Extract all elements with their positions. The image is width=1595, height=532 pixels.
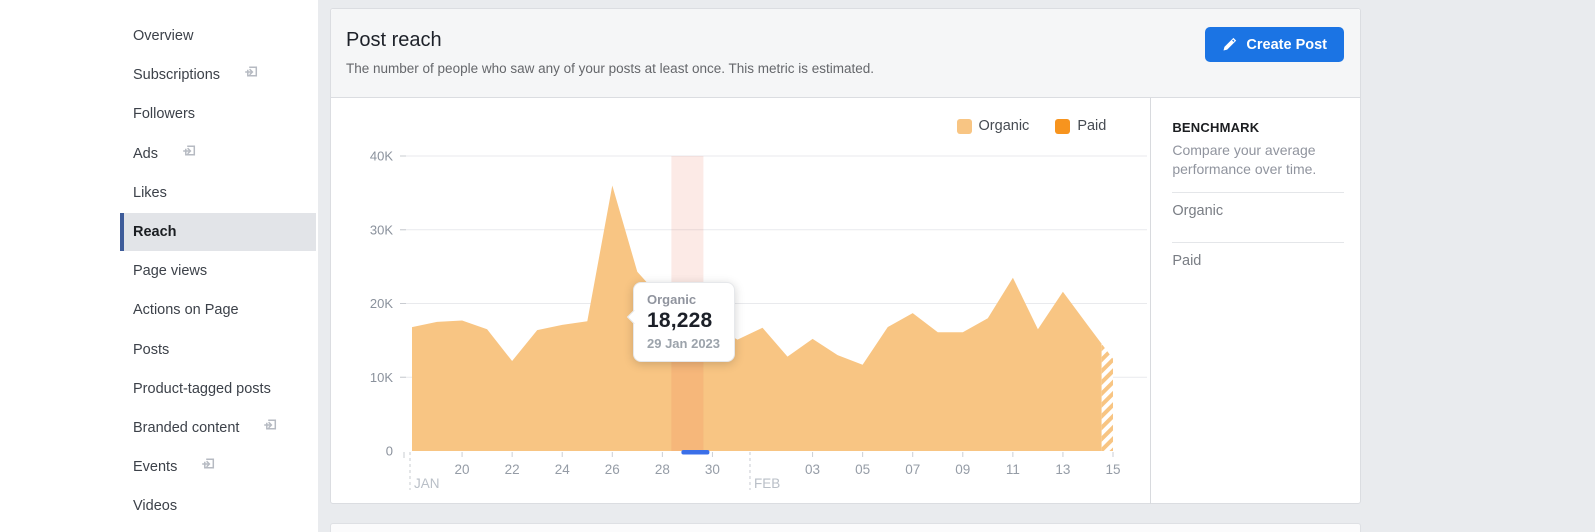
sidebar-item-ads[interactable]: Ads [0, 135, 318, 173]
sidebar-item-label: Events [133, 459, 178, 476]
tooltip-date: 29 Jan 2023 [647, 336, 721, 351]
sidebar-item-label: Likes [133, 184, 167, 201]
sidebar-item-label: Page views [133, 263, 208, 280]
svg-text:11: 11 [1006, 462, 1020, 477]
sidebar-item-label: Branded content [133, 420, 240, 436]
sidebar-item-label: Ads [133, 145, 158, 162]
create-post-label: Create Post [1246, 36, 1327, 53]
page-title: Post reach [346, 29, 442, 51]
organic-swatch-icon [956, 118, 972, 134]
sidebar-item-label: Posts [133, 341, 170, 358]
metric-description: The number of people who saw any of your… [346, 61, 875, 76]
sidebar-item-actions-on-page[interactable]: Actions on Page [0, 291, 318, 329]
svg-text:24: 24 [555, 462, 571, 477]
card-header: Post reach The number of people who saw … [331, 9, 1360, 98]
sidebar-item-subscriptions[interactable]: Subscriptions [0, 56, 318, 94]
sidebar-item-label: Actions on Page [133, 302, 239, 319]
sidebar-item-videos[interactable]: Videos [0, 487, 318, 525]
paid-swatch-icon [1055, 118, 1071, 134]
divider [1172, 242, 1344, 243]
sidebar-item-events[interactable]: Events [0, 448, 318, 486]
benchmark-row-paid[interactable]: Paid [1172, 253, 1202, 269]
benchmark-heading: BENCHMARK [1172, 120, 1260, 135]
sidebar-item-branded-content[interactable]: Branded content [0, 409, 318, 447]
sidebar-item-label: Followers [133, 106, 196, 123]
sidebar-item-posts[interactable]: Posts [0, 331, 318, 369]
sidebar-item-followers[interactable]: Followers [0, 95, 318, 133]
svg-text:20: 20 [455, 462, 470, 477]
legend-label-organic: Organic [978, 118, 1030, 134]
external-link-icon [182, 135, 198, 173]
sidebar-item-page-views[interactable]: Page views [0, 252, 318, 290]
legend-item-organic[interactable]: Organic [956, 118, 1030, 134]
svg-text:30K: 30K [370, 222, 393, 237]
post-reach-card: Post reach The number of people who saw … [330, 8, 1361, 504]
external-link-icon [201, 448, 217, 486]
sidebar-item-likes[interactable]: Likes [0, 174, 318, 212]
external-link-icon [263, 409, 279, 447]
svg-text:07: 07 [905, 462, 920, 477]
chart-tooltip: Organic 18,228 29 Jan 2023 [633, 282, 736, 362]
tooltip-value: 18,228 [647, 309, 713, 332]
sidebar-item-label: Overview [133, 28, 194, 44]
svg-text:26: 26 [605, 462, 620, 477]
organic-area[interactable] [412, 185, 1102, 452]
svg-text:10K: 10K [370, 370, 393, 385]
legend-item-paid[interactable]: Paid [1055, 118, 1106, 134]
x-axis: 20 22 24 26 28 30 03 05 07 09 11 13 15 JAN FEB [409, 452, 1121, 491]
svg-text:22: 22 [505, 462, 520, 477]
svg-text:JAN: JAN [414, 476, 440, 491]
tooltip-series: Organic [647, 292, 697, 307]
hover-date-indicator [681, 450, 710, 455]
benchmark-row-organic[interactable]: Organic [1172, 203, 1224, 219]
partial-data-hatch [1101, 343, 1113, 451]
chart-region: Organic Paid Organic 18,228 29 Jan 2023 … [331, 98, 1150, 504]
benchmark-description: Compare your average performance over ti… [1172, 142, 1317, 177]
svg-text:40K: 40K [370, 149, 393, 164]
divider [1172, 192, 1344, 193]
svg-text:09: 09 [955, 462, 970, 477]
svg-text:0: 0 [386, 444, 393, 459]
benchmark-panel: BENCHMARK Compare your average performan… [1150, 98, 1360, 504]
sidebar-item-label: Videos [133, 498, 178, 515]
svg-text:20K: 20K [370, 296, 393, 311]
chart-legend: Organic Paid [956, 118, 1106, 134]
sidebar-item-product-tagged-posts[interactable]: Product-tagged posts [0, 370, 318, 408]
sidebar-item-label: Product-tagged posts [133, 380, 271, 397]
svg-text:03: 03 [805, 462, 820, 477]
svg-text:28: 28 [655, 462, 670, 477]
svg-text:13: 13 [1055, 462, 1070, 477]
create-post-button[interactable]: Create Post [1205, 27, 1344, 62]
reach-area-chart[interactable]: 0 10K 20K 30K 40K 20 22 24 26 28 30 03 05 07 09 11 13 15 J… [331, 98, 1152, 504]
external-link-icon [244, 56, 260, 94]
card-body: Organic Paid Organic 18,228 29 Jan 2023 … [331, 98, 1360, 504]
sidebar-item-label: Subscriptions [133, 67, 221, 84]
legend-label-paid: Paid [1077, 118, 1107, 134]
svg-text:FEB: FEB [754, 476, 780, 491]
sidebar-item-label: Reach [133, 224, 177, 240]
sidebar-nav: Overview Subscriptions Followers Ads Likes Re… [0, 0, 318, 532]
pencil-icon [1222, 37, 1237, 52]
svg-text:30: 30 [705, 462, 720, 477]
sidebar-item-reach[interactable]: Reach [0, 213, 318, 251]
sidebar-item-overview[interactable]: Overview [0, 17, 318, 55]
selected-item-highlight [120, 213, 316, 251]
svg-text:05: 05 [855, 462, 870, 477]
next-card-edge [330, 523, 1361, 532]
svg-text:15: 15 [1105, 462, 1120, 477]
